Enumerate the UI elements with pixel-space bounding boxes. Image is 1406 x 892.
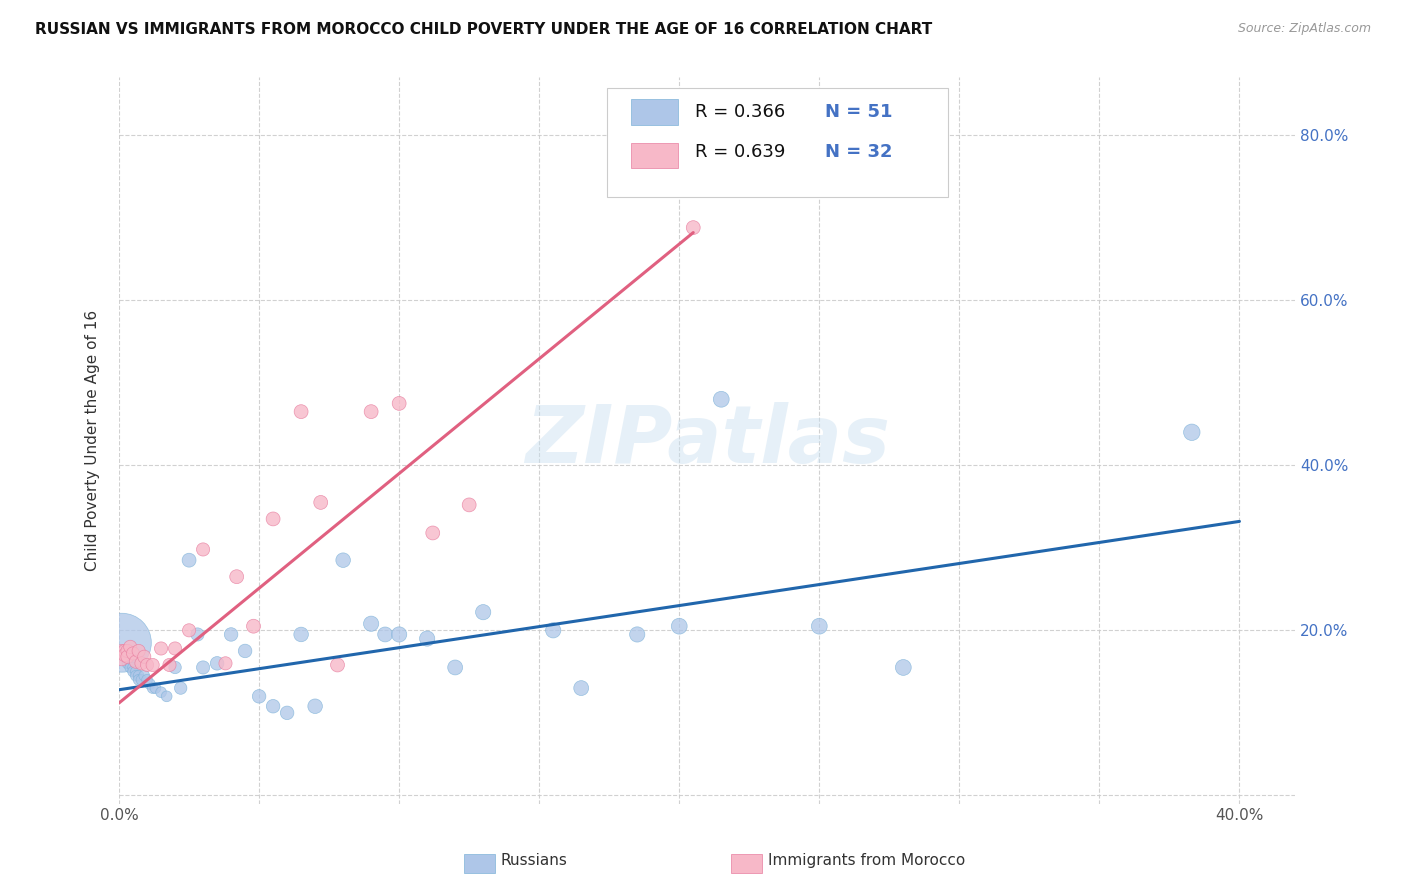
Text: Russians: Russians bbox=[501, 854, 568, 868]
Point bbox=[388, 396, 411, 410]
Point bbox=[114, 644, 136, 658]
Point bbox=[290, 404, 312, 418]
Text: Immigrants from Morocco: Immigrants from Morocco bbox=[768, 854, 965, 868]
Point bbox=[114, 648, 136, 662]
Point bbox=[458, 498, 481, 512]
FancyBboxPatch shape bbox=[631, 143, 678, 169]
Point bbox=[170, 681, 193, 695]
Point bbox=[150, 685, 173, 699]
Point bbox=[388, 627, 411, 641]
Point bbox=[128, 673, 150, 687]
Point bbox=[219, 627, 242, 641]
Point bbox=[136, 673, 159, 687]
Point bbox=[191, 660, 214, 674]
Point bbox=[111, 652, 134, 666]
Point bbox=[326, 657, 349, 672]
Point bbox=[304, 699, 326, 714]
Point bbox=[374, 627, 396, 641]
Point bbox=[150, 641, 173, 656]
Point bbox=[117, 657, 139, 671]
Point bbox=[541, 624, 564, 638]
Point bbox=[134, 669, 156, 683]
FancyBboxPatch shape bbox=[631, 99, 678, 125]
Text: ZIPatlas: ZIPatlas bbox=[524, 401, 890, 480]
Point bbox=[891, 660, 914, 674]
Point bbox=[626, 165, 648, 179]
Point bbox=[177, 553, 200, 567]
Point bbox=[205, 657, 228, 671]
Point bbox=[120, 657, 142, 671]
Point bbox=[247, 690, 270, 704]
FancyBboxPatch shape bbox=[607, 88, 949, 197]
Point bbox=[309, 495, 332, 509]
Point bbox=[262, 512, 284, 526]
Point bbox=[117, 652, 139, 666]
Point bbox=[290, 627, 312, 641]
Point bbox=[131, 657, 153, 671]
Text: N = 32: N = 32 bbox=[825, 144, 893, 161]
Point bbox=[276, 706, 298, 720]
Point bbox=[186, 627, 208, 641]
Point bbox=[177, 624, 200, 638]
Point bbox=[710, 392, 733, 407]
Point bbox=[165, 660, 187, 674]
Point bbox=[332, 553, 354, 567]
Point bbox=[139, 677, 162, 691]
Point bbox=[120, 660, 142, 674]
Point bbox=[191, 542, 214, 557]
Point bbox=[682, 220, 704, 235]
Point bbox=[125, 669, 148, 683]
Point bbox=[142, 681, 165, 695]
Point bbox=[122, 665, 145, 679]
Point bbox=[111, 636, 134, 650]
Point bbox=[444, 660, 467, 674]
Point bbox=[156, 690, 179, 704]
Text: R = 0.639: R = 0.639 bbox=[696, 144, 786, 161]
Text: RUSSIAN VS IMMIGRANTS FROM MOROCCO CHILD POVERTY UNDER THE AGE OF 16 CORRELATION: RUSSIAN VS IMMIGRANTS FROM MOROCCO CHILD… bbox=[35, 22, 932, 37]
Point bbox=[125, 665, 148, 679]
Point bbox=[214, 657, 236, 671]
Point bbox=[111, 644, 134, 658]
Text: Source: ZipAtlas.com: Source: ZipAtlas.com bbox=[1237, 22, 1371, 36]
Point bbox=[122, 647, 145, 661]
Point bbox=[134, 649, 156, 664]
Point bbox=[159, 657, 181, 672]
Point bbox=[142, 657, 165, 672]
Point bbox=[114, 644, 136, 658]
Point bbox=[120, 640, 142, 654]
Point bbox=[117, 644, 139, 658]
Point bbox=[128, 644, 150, 658]
Point bbox=[125, 655, 148, 669]
Point bbox=[626, 627, 648, 641]
Point bbox=[1181, 425, 1204, 440]
Point bbox=[136, 657, 159, 672]
Point bbox=[472, 605, 495, 619]
Point bbox=[145, 681, 167, 695]
Y-axis label: Child Poverty Under the Age of 16: Child Poverty Under the Age of 16 bbox=[86, 310, 100, 571]
Point bbox=[262, 699, 284, 714]
Point bbox=[117, 648, 139, 662]
Point bbox=[165, 641, 187, 656]
Point bbox=[225, 570, 247, 584]
Point bbox=[128, 669, 150, 683]
Point bbox=[360, 616, 382, 631]
Point bbox=[114, 648, 136, 662]
Point bbox=[122, 660, 145, 674]
Point bbox=[111, 644, 134, 658]
Text: N = 51: N = 51 bbox=[825, 103, 893, 120]
Point bbox=[569, 681, 592, 695]
Point bbox=[131, 673, 153, 687]
Point bbox=[233, 644, 256, 658]
Point bbox=[808, 619, 831, 633]
Point bbox=[242, 619, 264, 633]
Point bbox=[668, 619, 690, 633]
Point bbox=[416, 632, 439, 646]
Text: R = 0.366: R = 0.366 bbox=[696, 103, 786, 120]
Point bbox=[360, 404, 382, 418]
Point bbox=[422, 525, 444, 540]
Point bbox=[117, 649, 139, 664]
